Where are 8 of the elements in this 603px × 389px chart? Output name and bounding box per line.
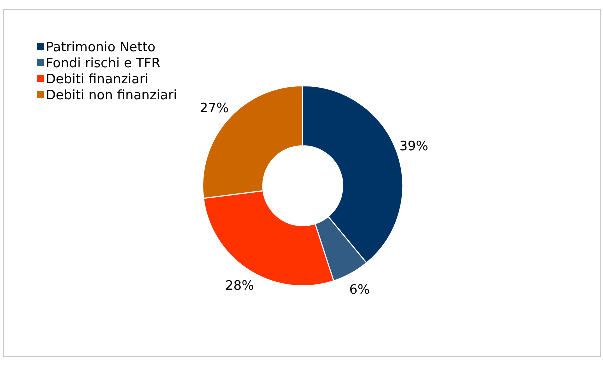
data-label: 39% — [400, 140, 428, 155]
legend-label: Fondi rischi e TFR — [46, 56, 161, 72]
legend-label: Debiti non finanziari — [46, 88, 178, 104]
legend-label: Patrimonio Netto — [46, 40, 156, 56]
legend-label: Debiti finanziari — [46, 72, 149, 88]
data-label: 27% — [200, 102, 229, 117]
data-label: 28% — [225, 279, 254, 294]
data-label: 6% — [350, 282, 370, 298]
